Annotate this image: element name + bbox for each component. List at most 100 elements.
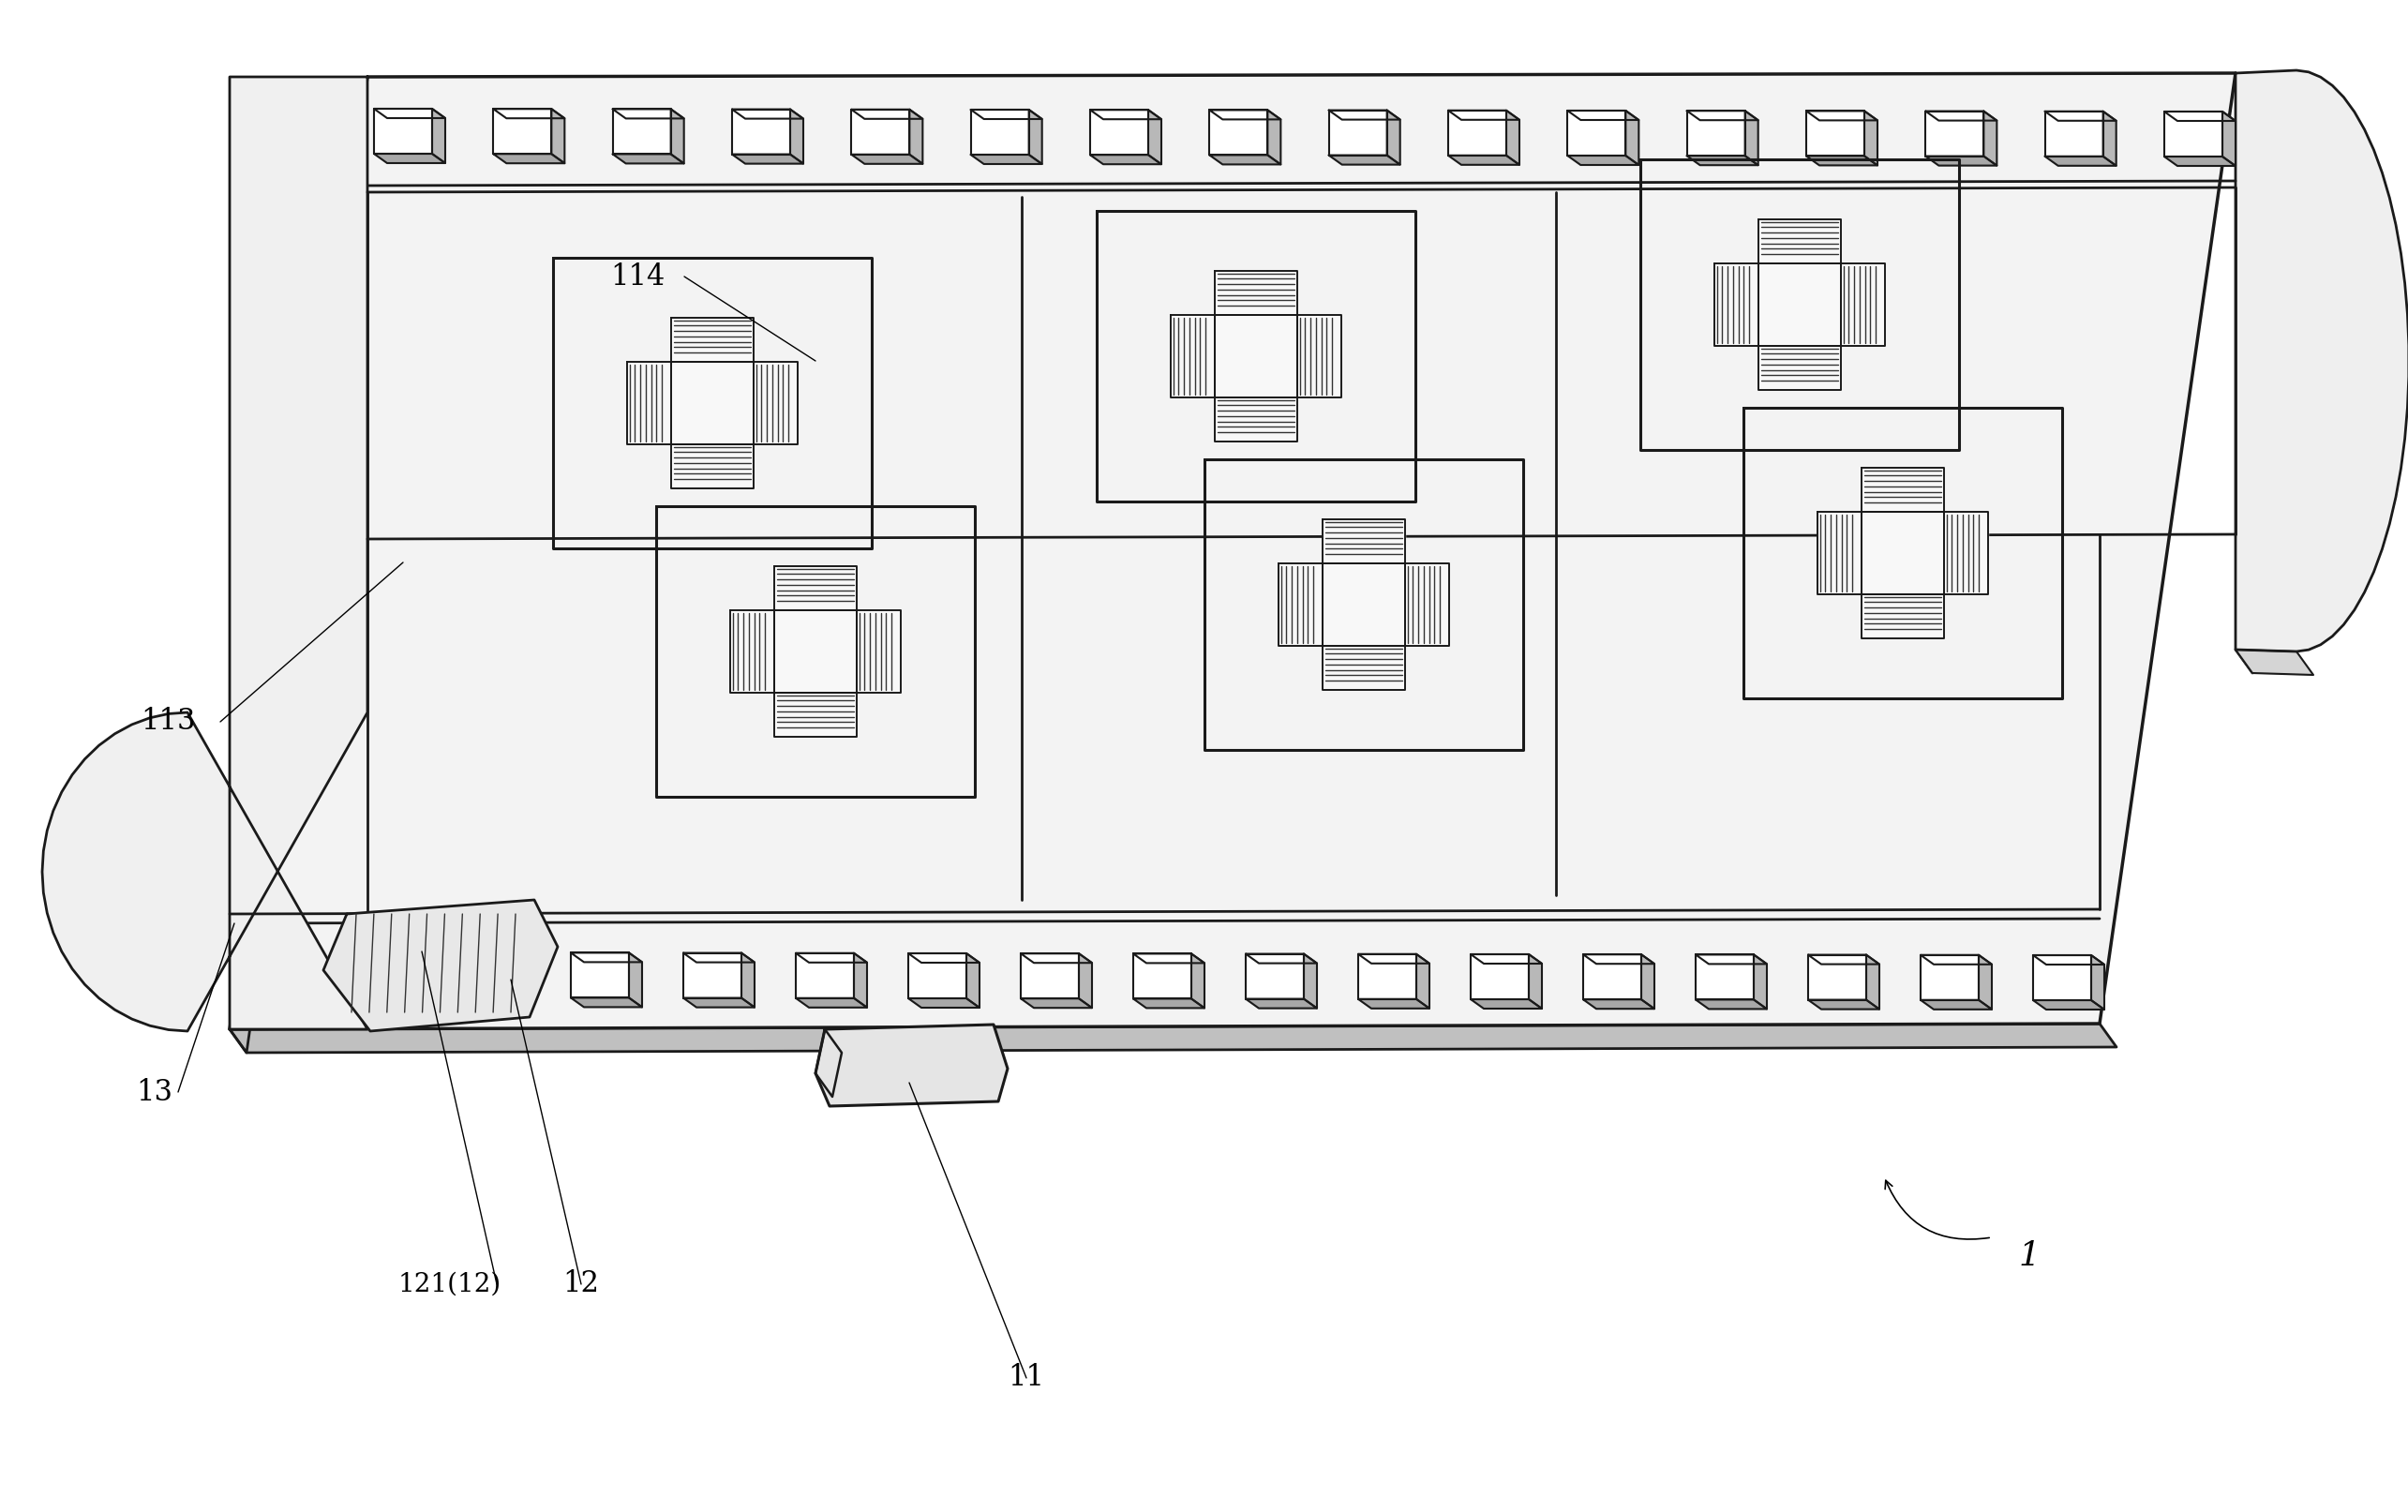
Polygon shape — [458, 953, 515, 998]
Polygon shape — [1806, 110, 1864, 156]
Polygon shape — [1625, 110, 1640, 165]
Polygon shape — [970, 110, 1043, 119]
Polygon shape — [1840, 263, 1885, 346]
Polygon shape — [1861, 594, 1943, 638]
Polygon shape — [229, 73, 2235, 1030]
Polygon shape — [347, 953, 405, 998]
Polygon shape — [1358, 954, 1430, 963]
Polygon shape — [2165, 157, 2235, 166]
Polygon shape — [910, 109, 922, 163]
Polygon shape — [571, 998, 643, 1007]
Polygon shape — [1416, 954, 1430, 1009]
Polygon shape — [1758, 219, 1840, 263]
Polygon shape — [775, 611, 857, 692]
Text: 121(12): 121(12) — [397, 1272, 501, 1297]
Polygon shape — [1688, 156, 1758, 165]
Polygon shape — [1216, 314, 1298, 398]
Polygon shape — [795, 953, 867, 963]
Polygon shape — [1866, 954, 1878, 1009]
Polygon shape — [1091, 110, 1149, 154]
Polygon shape — [1134, 954, 1192, 999]
Polygon shape — [1298, 314, 1341, 398]
Polygon shape — [1245, 999, 1317, 1009]
Polygon shape — [908, 954, 980, 963]
Polygon shape — [1926, 156, 1996, 165]
Polygon shape — [2032, 956, 2090, 1001]
Polygon shape — [1808, 999, 1878, 1009]
Polygon shape — [1806, 110, 1878, 121]
Polygon shape — [494, 109, 563, 118]
Polygon shape — [970, 110, 1028, 154]
Polygon shape — [1926, 112, 1984, 156]
Polygon shape — [1028, 110, 1043, 163]
Polygon shape — [2044, 112, 2117, 121]
Polygon shape — [347, 953, 417, 962]
Text: 11: 11 — [1009, 1364, 1045, 1393]
Polygon shape — [970, 154, 1043, 163]
Polygon shape — [1507, 110, 1519, 165]
Text: 113: 113 — [142, 708, 195, 736]
Polygon shape — [494, 154, 563, 163]
Polygon shape — [1329, 110, 1387, 156]
Polygon shape — [458, 998, 530, 1007]
Polygon shape — [852, 109, 910, 154]
Polygon shape — [1746, 110, 1758, 165]
Polygon shape — [1447, 110, 1519, 119]
Polygon shape — [1322, 646, 1404, 689]
Polygon shape — [2102, 112, 2117, 166]
Polygon shape — [1861, 513, 1943, 594]
Polygon shape — [1209, 110, 1267, 156]
Polygon shape — [1753, 954, 1767, 1009]
Polygon shape — [742, 953, 754, 1007]
Polygon shape — [732, 109, 790, 154]
Polygon shape — [612, 154, 684, 163]
Polygon shape — [1943, 513, 1989, 594]
Polygon shape — [2223, 112, 2235, 166]
Polygon shape — [1447, 110, 1507, 156]
Polygon shape — [2032, 956, 2105, 965]
Polygon shape — [1471, 954, 1541, 963]
Polygon shape — [852, 109, 922, 119]
Polygon shape — [672, 109, 684, 163]
Polygon shape — [1021, 954, 1091, 963]
Polygon shape — [1922, 956, 1991, 965]
Polygon shape — [1322, 519, 1404, 564]
Polygon shape — [494, 109, 551, 154]
Polygon shape — [966, 954, 980, 1007]
Polygon shape — [684, 953, 742, 998]
Polygon shape — [1329, 156, 1399, 165]
Polygon shape — [1267, 110, 1281, 165]
Polygon shape — [1818, 513, 1861, 594]
Polygon shape — [1079, 954, 1091, 1009]
Polygon shape — [775, 565, 857, 611]
Polygon shape — [816, 1025, 1007, 1107]
Text: 1: 1 — [2018, 1240, 2040, 1272]
Polygon shape — [1091, 154, 1161, 165]
Polygon shape — [855, 953, 867, 1007]
Polygon shape — [347, 998, 417, 1007]
Polygon shape — [1209, 156, 1281, 165]
Polygon shape — [1926, 112, 1996, 121]
Polygon shape — [790, 109, 804, 163]
Polygon shape — [816, 1030, 843, 1096]
Polygon shape — [672, 318, 754, 361]
Polygon shape — [2165, 112, 2235, 121]
Polygon shape — [515, 953, 530, 1007]
Polygon shape — [1245, 954, 1317, 963]
Polygon shape — [1322, 564, 1404, 646]
Polygon shape — [1471, 999, 1541, 1009]
Polygon shape — [852, 154, 922, 163]
Polygon shape — [2044, 112, 2102, 156]
Polygon shape — [684, 998, 754, 1007]
Polygon shape — [1758, 263, 1840, 346]
Polygon shape — [373, 109, 445, 118]
Polygon shape — [458, 953, 530, 962]
Polygon shape — [1209, 110, 1281, 119]
Polygon shape — [1922, 999, 1991, 1010]
Polygon shape — [795, 953, 855, 998]
Polygon shape — [1922, 956, 1979, 999]
Polygon shape — [1404, 564, 1450, 646]
Polygon shape — [551, 109, 563, 163]
Polygon shape — [43, 77, 368, 1031]
Polygon shape — [1864, 110, 1878, 165]
